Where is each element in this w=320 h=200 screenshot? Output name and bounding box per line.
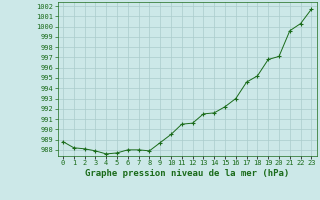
X-axis label: Graphe pression niveau de la mer (hPa): Graphe pression niveau de la mer (hPa) [85,169,289,178]
